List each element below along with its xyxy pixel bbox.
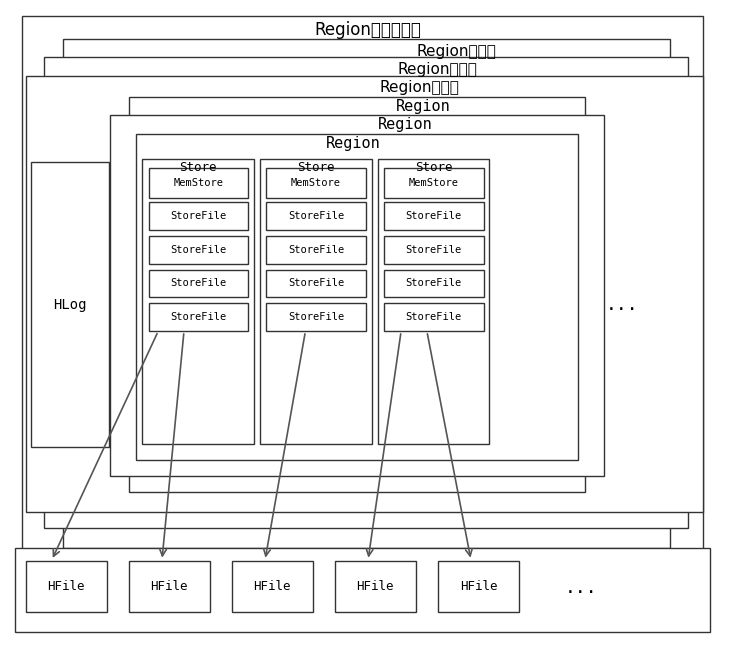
Bar (384, 303, 484, 331)
Text: Region: Region (326, 136, 381, 152)
Text: StoreFile: StoreFile (406, 211, 462, 221)
Text: HFile: HFile (460, 580, 497, 593)
Text: StoreFile: StoreFile (170, 211, 227, 221)
Bar (266, 270, 366, 297)
Text: HFile: HFile (48, 580, 85, 593)
Text: Region服务器: Region服务器 (417, 44, 496, 60)
Text: StoreFile: StoreFile (406, 279, 462, 288)
Bar (384, 202, 484, 230)
Bar (129, 561, 210, 612)
Bar (266, 303, 366, 331)
Bar (149, 303, 248, 331)
Text: MemStore: MemStore (409, 178, 459, 188)
Text: HFile: HFile (357, 580, 394, 593)
Text: Region服务器: Region服务器 (398, 62, 478, 77)
Text: Store: Store (180, 161, 216, 174)
Bar (149, 236, 248, 264)
Text: HLog: HLog (53, 297, 87, 312)
Bar (438, 561, 519, 612)
Text: StoreFile: StoreFile (406, 312, 462, 322)
Text: StoreFile: StoreFile (288, 279, 344, 288)
Bar (260, 159, 372, 444)
Bar (149, 168, 248, 198)
Text: ...: ... (606, 295, 638, 314)
Bar (378, 159, 489, 444)
Bar (129, 97, 585, 492)
Bar (149, 270, 248, 297)
Bar (26, 561, 107, 612)
Text: MemStore: MemStore (174, 178, 223, 188)
Bar (15, 548, 710, 632)
Bar (110, 115, 604, 476)
Bar (44, 57, 688, 528)
Bar (266, 202, 366, 230)
Bar (266, 236, 366, 264)
Bar (384, 168, 484, 198)
Text: StoreFile: StoreFile (288, 211, 344, 221)
Bar (149, 202, 248, 230)
Text: Region服务器集群: Region服务器集群 (314, 21, 422, 40)
Text: ...: ... (565, 579, 598, 597)
Bar (266, 168, 366, 198)
Bar (232, 561, 313, 612)
Bar (31, 162, 109, 447)
Text: StoreFile: StoreFile (406, 245, 462, 255)
Bar (142, 159, 254, 444)
Text: Store: Store (415, 161, 452, 174)
Bar (384, 236, 484, 264)
Text: StoreFile: StoreFile (170, 312, 227, 322)
Bar (335, 561, 416, 612)
Bar (136, 134, 578, 460)
Bar (63, 39, 670, 548)
Bar (26, 76, 703, 512)
Text: Region: Region (396, 99, 450, 115)
Text: MemStore: MemStore (291, 178, 341, 188)
Text: StoreFile: StoreFile (170, 279, 227, 288)
Text: StoreFile: StoreFile (288, 245, 344, 255)
Text: Region: Region (378, 117, 432, 132)
Text: Store: Store (297, 161, 334, 174)
Text: StoreFile: StoreFile (170, 245, 227, 255)
Text: StoreFile: StoreFile (288, 312, 344, 322)
Bar (22, 16, 703, 570)
Text: Region服务器: Region服务器 (380, 80, 459, 95)
Bar (384, 270, 484, 297)
Text: HFile: HFile (254, 580, 291, 593)
Text: HFile: HFile (151, 580, 188, 593)
